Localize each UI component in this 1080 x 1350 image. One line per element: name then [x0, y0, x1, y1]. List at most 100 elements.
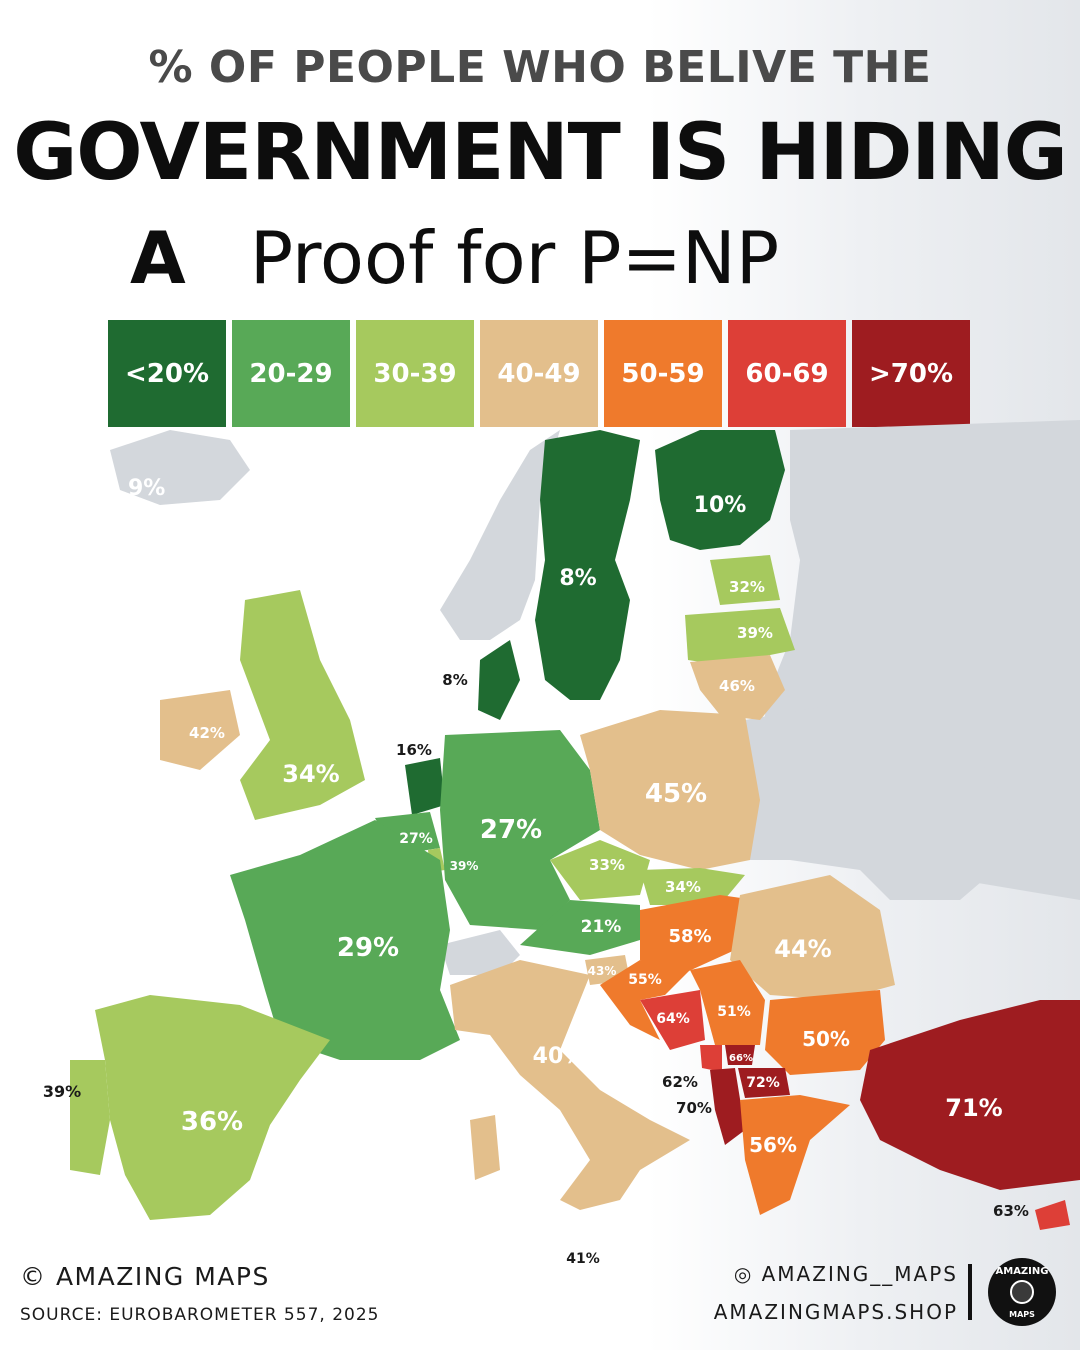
legend-label-3: 40-49 — [497, 358, 581, 389]
label-sweden: 8% — [559, 566, 596, 591]
country-turkey — [860, 1000, 1080, 1190]
legend-label-1: 20-29 — [249, 358, 333, 389]
title-overlay: A Proof for P=NP — [130, 216, 779, 300]
label-hungary: 58% — [668, 926, 711, 947]
country-ireland — [160, 690, 240, 770]
label-france: 29% — [337, 933, 399, 963]
country-poland — [580, 710, 760, 870]
country-spain — [95, 995, 330, 1220]
label-denmark: 8% — [442, 671, 467, 689]
country-bosnia — [640, 990, 705, 1050]
country-lithuania — [690, 655, 785, 720]
country-sweden — [535, 430, 640, 700]
label-greece: 56% — [749, 1133, 797, 1157]
label-bosnia: 64% — [656, 1011, 690, 1027]
label-serbia: 51% — [717, 1004, 751, 1020]
legend-swatch-0: <20% — [108, 320, 226, 427]
land-ukraine — [745, 700, 1030, 900]
label-kosovo: 66% — [729, 1053, 753, 1064]
footer-credit: © AMAZING MAPS SOURCE: EUROBAROMETER 557… — [20, 1262, 379, 1325]
label-romania: 44% — [774, 935, 831, 963]
label-uk: 34% — [282, 760, 339, 788]
legend-swatch-1: 20-29 — [232, 320, 350, 427]
country-estonia — [710, 555, 780, 605]
shop-link[interactable]: AMAZINGMAPS.SHOP — [713, 1300, 958, 1324]
country-finland — [655, 430, 785, 550]
country-kosovo — [725, 1045, 755, 1065]
legend-swatch-6: >70% — [852, 320, 970, 427]
label-lithuania: 46% — [719, 677, 755, 695]
country-serbia — [690, 960, 765, 1045]
country-hungary — [640, 895, 755, 975]
label-czechia: 33% — [589, 856, 625, 874]
title-overlay-text: Proof for P=NP — [249, 216, 780, 300]
label-austria: 21% — [581, 917, 622, 937]
label-italy: 40% — [533, 1044, 586, 1069]
legend-label-2: 30-39 — [373, 358, 457, 389]
amazing-maps-logo: AMAZING MAPS — [988, 1258, 1056, 1326]
globe-icon — [1010, 1280, 1034, 1304]
country-latvia — [685, 608, 795, 665]
label-montenegro: 62% — [662, 1073, 698, 1091]
footer-divider — [968, 1264, 972, 1320]
country-netherlands — [405, 758, 445, 815]
label-slovakia: 34% — [665, 878, 701, 896]
country-north-macedonia — [738, 1068, 790, 1098]
label-slovenia: 43% — [588, 964, 617, 978]
label-belgium: 27% — [399, 831, 433, 847]
country-italy — [450, 960, 690, 1210]
land-norway — [440, 430, 560, 640]
country-cyprus — [1035, 1200, 1070, 1230]
copyright-text: © AMAZING MAPS — [20, 1262, 270, 1291]
source-text: SOURCE: EUROBAROMETER 557, 2025 — [20, 1305, 380, 1325]
label-iceland: 9% — [128, 476, 165, 501]
country-uk — [240, 590, 365, 820]
label-croatia: 55% — [628, 972, 662, 988]
title-subtitle: % OF PEOPLE WHO BELIVE THE — [148, 42, 932, 93]
label-ireland: 42% — [189, 724, 225, 742]
legend-swatch-2: 30-39 — [356, 320, 474, 427]
title-overlay-a: A — [130, 216, 186, 300]
logo-text-bottom: MAPS — [1009, 1310, 1035, 1319]
country-sardinia — [470, 1115, 500, 1180]
country-montenegro — [700, 1045, 722, 1072]
label-netherlands: 16% — [396, 741, 432, 759]
land-switzerland — [440, 930, 520, 975]
country-romania — [730, 875, 895, 1000]
label-turkey: 71% — [945, 1094, 1002, 1122]
land-iceland — [110, 430, 250, 505]
legend-swatch-3: 40-49 — [480, 320, 598, 427]
country-portugal — [70, 1060, 110, 1175]
country-bulgaria — [765, 990, 885, 1075]
legend-label-5: 60-69 — [745, 358, 829, 389]
label-albania: 70% — [676, 1099, 712, 1117]
instagram-handle[interactable]: ◎ AMAZING__MAPS — [733, 1262, 958, 1286]
country-croatia — [600, 960, 690, 1040]
legend: <20% 20-29 30-39 40-49 50-59 60-69 >70% — [108, 320, 976, 427]
label-malta: 41% — [566, 1251, 600, 1267]
country-austria — [520, 900, 640, 955]
title-main: GOVERNMENT IS HIDING — [13, 108, 1068, 198]
footer-links: ◎ AMAZING__MAPS AMAZINGMAPS.SHOP — [714, 1262, 958, 1324]
country-denmark — [478, 640, 520, 720]
label-north-macedonia: 72% — [746, 1075, 780, 1091]
country-greece — [740, 1095, 850, 1215]
label-germany: 27% — [480, 815, 542, 845]
legend-label-0: <20% — [124, 358, 210, 389]
label-estonia: 32% — [729, 578, 765, 596]
legend-swatch-4: 50-59 — [604, 320, 722, 427]
legend-label-6: >70% — [868, 358, 954, 389]
legend-label-4: 50-59 — [621, 358, 705, 389]
country-france — [230, 820, 460, 1060]
label-cyprus: 63% — [993, 1202, 1029, 1220]
country-germany — [440, 730, 600, 930]
label-poland: 45% — [645, 779, 707, 809]
label-luxembourg: 39% — [450, 859, 479, 873]
label-spain: 36% — [181, 1107, 243, 1137]
label-portugal: 39% — [43, 1082, 81, 1101]
country-czechia — [550, 840, 650, 900]
country-albania — [710, 1068, 745, 1145]
label-bulgaria: 50% — [802, 1027, 850, 1051]
label-finland: 10% — [694, 493, 747, 518]
